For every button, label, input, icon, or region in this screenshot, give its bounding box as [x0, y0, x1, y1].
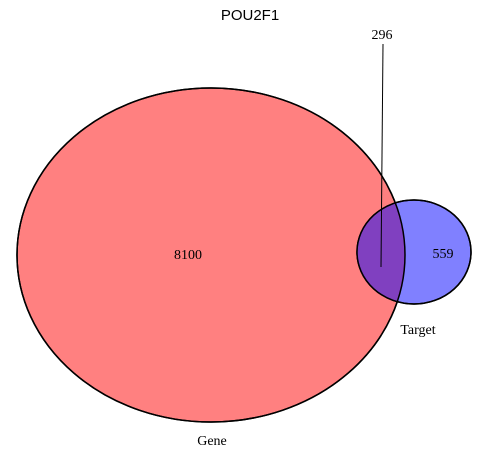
- gene-set-ellipse: [16, 87, 406, 423]
- target-only-count: 559: [433, 247, 454, 262]
- overlap-region: [357, 200, 405, 304]
- gene-set-label: Gene: [197, 434, 227, 449]
- diagram-title: POU2F1: [221, 7, 279, 24]
- target-set-label: Target: [400, 323, 435, 338]
- target-set-outline: [356, 199, 472, 305]
- intersection-count: 296: [372, 28, 393, 43]
- gene-only-count: 8100: [174, 248, 202, 263]
- gene-set-outline: [16, 87, 406, 423]
- intersection-leader-line: [380, 43, 384, 268]
